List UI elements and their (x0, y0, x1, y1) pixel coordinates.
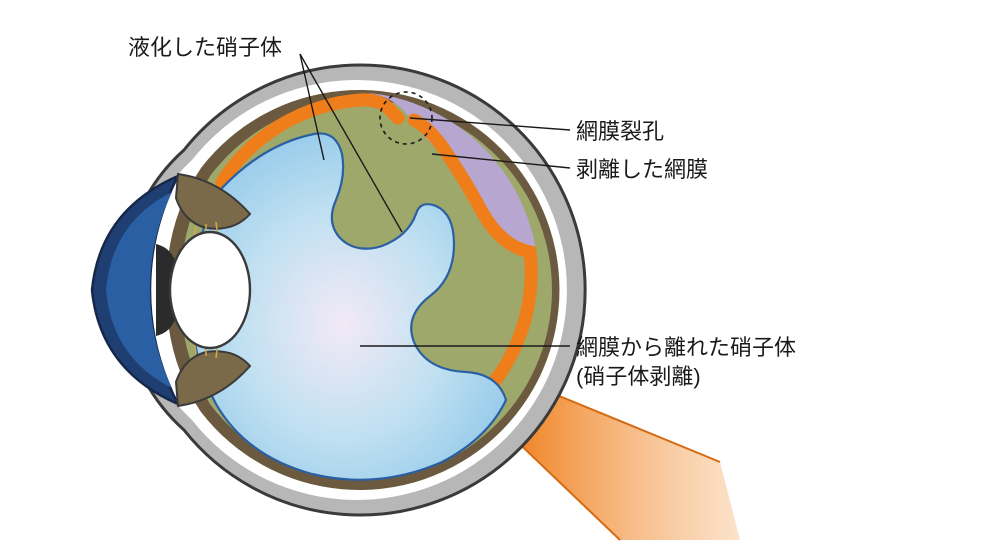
eye-diagram-svg (0, 0, 1000, 560)
label-retinal-tear: 網膜裂孔 (576, 118, 664, 147)
label-vitreous-detachment-line2: (硝子体剥離) (576, 364, 701, 389)
label-liquefied-vitreous: 液化した硝子体 (128, 34, 282, 63)
diagram-canvas: 液化した硝子体 網膜裂孔 剥離した網膜 網膜から離れた硝子体 (硝子体剥離) (0, 0, 1000, 560)
label-vitreous-detachment-line1: 網膜から離れた硝子体 (576, 335, 796, 360)
label-detached-retina: 剥離した網膜 (576, 156, 708, 185)
label-vitreous-detachment: 網膜から離れた硝子体 (硝子体剥離) (576, 334, 796, 391)
